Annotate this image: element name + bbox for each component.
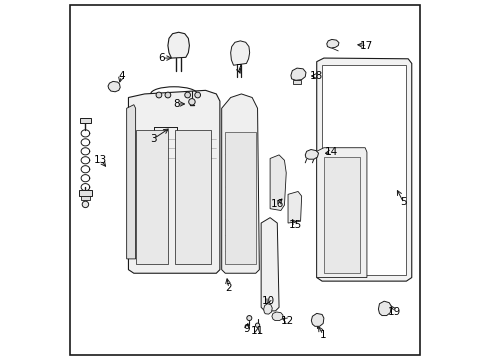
Polygon shape xyxy=(126,105,136,259)
Circle shape xyxy=(195,92,200,98)
Text: 17: 17 xyxy=(360,41,373,50)
Text: 14: 14 xyxy=(324,147,338,157)
Text: 8: 8 xyxy=(173,99,180,109)
Polygon shape xyxy=(317,58,412,281)
Circle shape xyxy=(156,92,162,98)
Polygon shape xyxy=(221,94,259,273)
Text: 1: 1 xyxy=(320,330,326,340)
Polygon shape xyxy=(108,81,120,92)
Polygon shape xyxy=(79,190,92,196)
Text: 12: 12 xyxy=(281,316,294,325)
Circle shape xyxy=(82,201,89,208)
Text: 7: 7 xyxy=(235,64,242,74)
Polygon shape xyxy=(128,90,220,273)
Polygon shape xyxy=(288,192,302,223)
Polygon shape xyxy=(81,196,90,200)
Text: 15: 15 xyxy=(289,220,302,230)
Polygon shape xyxy=(294,80,300,84)
Polygon shape xyxy=(317,148,367,278)
Polygon shape xyxy=(168,32,190,58)
Circle shape xyxy=(185,92,191,98)
Circle shape xyxy=(255,323,260,327)
Polygon shape xyxy=(136,130,168,264)
Polygon shape xyxy=(231,41,250,65)
Text: 5: 5 xyxy=(400,197,407,207)
Text: 9: 9 xyxy=(244,324,250,334)
Polygon shape xyxy=(80,118,91,123)
Text: 16: 16 xyxy=(270,199,284,210)
Text: 10: 10 xyxy=(262,296,275,306)
Polygon shape xyxy=(261,218,279,311)
Text: 11: 11 xyxy=(251,326,264,336)
Circle shape xyxy=(165,92,171,98)
Polygon shape xyxy=(272,312,283,320)
Polygon shape xyxy=(270,155,286,211)
Polygon shape xyxy=(291,68,306,80)
Polygon shape xyxy=(322,65,406,275)
Text: 13: 13 xyxy=(94,155,107,165)
Text: 19: 19 xyxy=(388,307,401,317)
Polygon shape xyxy=(378,301,392,316)
Text: 3: 3 xyxy=(150,134,157,144)
Polygon shape xyxy=(225,132,256,264)
Text: 4: 4 xyxy=(118,71,124,81)
Polygon shape xyxy=(327,40,339,48)
Circle shape xyxy=(247,316,252,320)
Polygon shape xyxy=(305,149,318,159)
Polygon shape xyxy=(311,314,324,326)
Polygon shape xyxy=(264,304,272,314)
Polygon shape xyxy=(175,130,211,264)
Text: 18: 18 xyxy=(310,71,323,81)
Circle shape xyxy=(189,99,195,105)
Polygon shape xyxy=(324,157,360,273)
Text: 2: 2 xyxy=(225,283,232,293)
Text: 6: 6 xyxy=(158,53,165,63)
